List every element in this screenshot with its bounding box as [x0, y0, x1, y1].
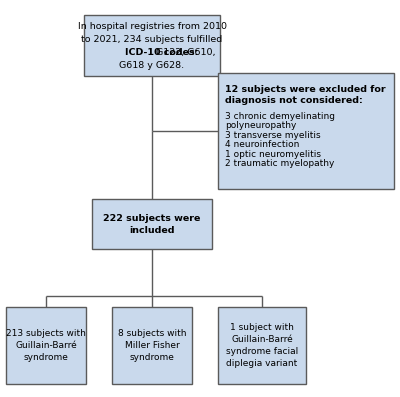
- Text: to 2021, 234 subjects fulfilled: to 2021, 234 subjects fulfilled: [81, 35, 223, 44]
- Text: 2 traumatic myelopathy: 2 traumatic myelopathy: [225, 159, 334, 168]
- Text: 3 chronic demyelinating: 3 chronic demyelinating: [225, 112, 335, 121]
- Bar: [112, 306, 192, 384]
- Text: 1 subject with: 1 subject with: [230, 323, 294, 332]
- Text: ICD-10 codes:: ICD-10 codes:: [124, 48, 198, 57]
- Text: G618 y G628.: G618 y G628.: [120, 61, 184, 70]
- Text: polyneuropathy: polyneuropathy: [225, 121, 296, 130]
- Text: diplegia variant: diplegia variant: [226, 359, 298, 368]
- Text: Guillain-Barré: Guillain-Barré: [15, 341, 77, 350]
- Bar: [218, 306, 306, 384]
- Text: 8 subjects with: 8 subjects with: [118, 329, 186, 338]
- Text: syndrome: syndrome: [130, 353, 174, 362]
- Text: included: included: [129, 226, 175, 235]
- Text: 3 transverse myelitis: 3 transverse myelitis: [225, 131, 321, 140]
- Bar: [218, 73, 394, 189]
- Text: 1 optic neuromyelitis: 1 optic neuromyelitis: [225, 150, 321, 159]
- Text: In hospital registries from 2010: In hospital registries from 2010: [78, 21, 226, 31]
- Text: 222 subjects were: 222 subjects were: [103, 214, 201, 223]
- Text: Miller Fisher: Miller Fisher: [125, 341, 179, 350]
- Bar: [92, 200, 212, 249]
- Text: Guillain-Barré: Guillain-Barré: [231, 335, 293, 344]
- Text: 12 subjects were excluded for: 12 subjects were excluded for: [225, 85, 386, 94]
- Text: diagnosis not considered:: diagnosis not considered:: [225, 96, 363, 105]
- Text: G122, G610,: G122, G610,: [153, 48, 216, 57]
- Bar: [6, 306, 86, 384]
- Text: syndrome: syndrome: [24, 353, 68, 362]
- Bar: [84, 15, 220, 76]
- Text: 4 neuroinfection: 4 neuroinfection: [225, 140, 300, 149]
- Text: syndrome facial: syndrome facial: [226, 347, 298, 356]
- Text: 213 subjects with: 213 subjects with: [6, 329, 86, 338]
